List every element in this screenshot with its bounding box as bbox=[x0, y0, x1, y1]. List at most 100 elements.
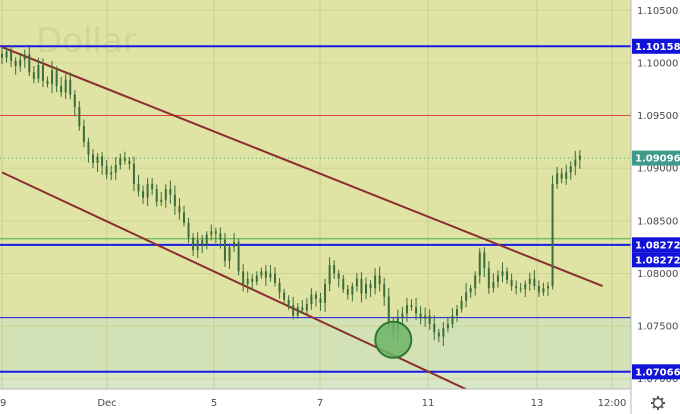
candle-body bbox=[342, 278, 345, 290]
candle bbox=[360, 272, 363, 303]
candle bbox=[28, 47, 31, 77]
candle-body bbox=[69, 79, 72, 95]
badge-support-1.08272: 1.08272 bbox=[632, 237, 680, 253]
candle-body bbox=[28, 54, 31, 73]
candle bbox=[37, 57, 40, 83]
candle bbox=[547, 282, 549, 296]
candle-body bbox=[169, 189, 172, 195]
candle bbox=[192, 233, 195, 256]
candle bbox=[565, 164, 568, 185]
highlight-circle bbox=[374, 320, 413, 359]
candle-body bbox=[119, 157, 122, 166]
candle bbox=[437, 328, 440, 343]
badge-sub-level-text: 1.08272 bbox=[635, 255, 680, 266]
candle bbox=[46, 76, 49, 88]
candle-body bbox=[378, 275, 381, 284]
candle-body bbox=[355, 278, 358, 287]
candle bbox=[92, 149, 94, 169]
badge-support-1.08272-box bbox=[632, 237, 680, 253]
candle bbox=[1, 47, 3, 65]
candle bbox=[446, 316, 449, 333]
badge-resistance-1.10158-text: 1.10158 bbox=[635, 42, 680, 53]
candle-body bbox=[287, 299, 290, 306]
candle-body bbox=[51, 70, 54, 84]
candle bbox=[365, 277, 367, 300]
candle-body bbox=[410, 305, 413, 308]
candle-body bbox=[574, 159, 577, 167]
candle-body bbox=[192, 237, 195, 251]
badge-last-price-text: 1.09096 bbox=[635, 154, 680, 165]
badge-sub-level: 1.08272 bbox=[632, 252, 680, 268]
candle bbox=[337, 269, 340, 288]
candle-body bbox=[264, 271, 267, 278]
y-tick-label: 1.07500 bbox=[637, 322, 678, 333]
candle-body bbox=[228, 247, 231, 261]
middle-zone bbox=[0, 244, 631, 318]
candle bbox=[319, 292, 322, 311]
candle-body bbox=[173, 194, 176, 207]
candle bbox=[187, 217, 190, 244]
candle-body bbox=[492, 281, 495, 289]
candle-body bbox=[274, 273, 276, 283]
candle-body bbox=[64, 79, 67, 93]
candle-body bbox=[269, 273, 272, 278]
candle-body bbox=[128, 160, 131, 164]
candle bbox=[96, 152, 99, 172]
candle-body bbox=[324, 283, 327, 303]
candle-body bbox=[110, 172, 113, 175]
candle-body bbox=[82, 126, 85, 142]
candle-body bbox=[314, 294, 317, 299]
candle bbox=[346, 284, 349, 300]
candle bbox=[23, 49, 26, 68]
gear-icon[interactable] bbox=[651, 396, 665, 410]
candle bbox=[487, 261, 490, 294]
candle bbox=[355, 272, 358, 292]
candle bbox=[528, 272, 531, 291]
y-tick-label: 1.09500 bbox=[637, 111, 678, 122]
candle-body bbox=[405, 305, 408, 314]
candle bbox=[105, 159, 108, 180]
candle-body bbox=[187, 222, 190, 238]
candle-body bbox=[383, 283, 386, 297]
candle-body bbox=[474, 275, 477, 289]
candle bbox=[551, 175, 554, 290]
candle-body bbox=[551, 183, 554, 287]
candle bbox=[233, 233, 236, 252]
candle-body bbox=[114, 165, 117, 173]
candle-body bbox=[460, 300, 463, 310]
candle-body bbox=[537, 286, 540, 293]
candle-body bbox=[333, 265, 336, 274]
candle bbox=[383, 277, 386, 306]
candle bbox=[260, 267, 263, 279]
candle bbox=[428, 309, 431, 330]
candle-body bbox=[569, 166, 572, 173]
candle-body bbox=[483, 252, 486, 269]
candle-body bbox=[242, 271, 245, 284]
x-tick-label: Dec bbox=[97, 398, 116, 409]
candle bbox=[474, 271, 477, 296]
candle bbox=[101, 151, 104, 175]
candle bbox=[415, 297, 418, 321]
candle bbox=[506, 267, 509, 284]
candle bbox=[201, 234, 204, 254]
candle bbox=[137, 174, 140, 197]
candle-body bbox=[55, 70, 58, 87]
candle-body bbox=[424, 315, 427, 319]
candle bbox=[419, 306, 422, 325]
candle-body bbox=[446, 323, 449, 329]
candle bbox=[82, 119, 85, 148]
candle-body bbox=[10, 51, 13, 61]
candle-body bbox=[46, 80, 49, 84]
candle bbox=[465, 283, 468, 308]
candle-body bbox=[465, 292, 468, 301]
candle-body bbox=[101, 156, 104, 167]
candle-body bbox=[146, 183, 149, 198]
y-tick-label: 1.08500 bbox=[637, 216, 678, 227]
x-tick-label: 12:00 bbox=[598, 398, 627, 409]
candle bbox=[556, 166, 559, 189]
candle bbox=[242, 263, 245, 292]
badge-support-1.07066: 1.07066 bbox=[632, 364, 680, 380]
lower-zone bbox=[0, 317, 631, 372]
candle bbox=[160, 191, 163, 206]
